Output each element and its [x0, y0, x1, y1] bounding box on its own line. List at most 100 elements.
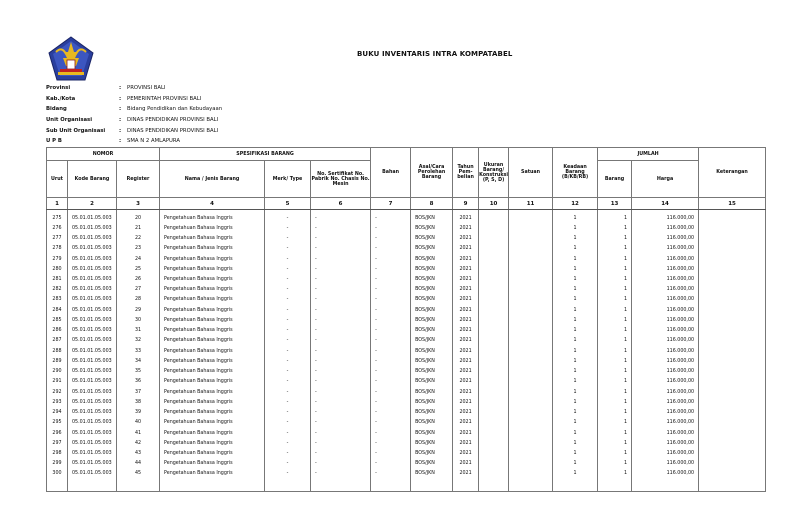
- cell-kode: 05.01.01.05.003: [67, 305, 117, 316]
- cell-ukuran: [478, 294, 510, 306]
- table-row: 294 05.01.01.05.003 39 Pengetahuan Bahasa I…: [46, 407, 767, 418]
- cell-keadaan: 1: [552, 397, 599, 408]
- cell-harga: 116.000,00: [631, 397, 700, 408]
- cell-tahun: 2021: [452, 325, 480, 336]
- cell-ukuran: [478, 223, 510, 234]
- cell-keadaan: 1: [552, 386, 599, 398]
- cell-sertifikat: -: [310, 397, 372, 408]
- cell-barang: 1: [597, 223, 633, 234]
- cell-register: 23: [115, 243, 161, 254]
- cell-barang: 1: [597, 294, 633, 306]
- empty-cell: [597, 479, 633, 493]
- cell-bahan: -: [370, 427, 412, 439]
- cell-satuan: [508, 458, 554, 469]
- table-row: 298 05.01.01.05.003 43 Pengetahuan Bahasa I…: [46, 448, 767, 459]
- cell-register: 37: [115, 386, 161, 398]
- cell-harga: 116.000,00: [631, 335, 700, 347]
- cell-sertifikat: -: [310, 274, 372, 285]
- cell-urut: 297: [46, 438, 68, 449]
- cell-tahun: 2021: [452, 376, 480, 387]
- cell-keadaan: 1: [552, 346, 599, 357]
- cell-bahan: -: [370, 458, 412, 469]
- cell-urut: 298: [46, 448, 68, 459]
- empty-cell: [159, 479, 266, 493]
- cell-harga: 116.000,00: [631, 376, 700, 387]
- cell-keterangan: [698, 264, 767, 275]
- cell-asal: BOS/JKN: [410, 233, 454, 244]
- table-row: 277 05.01.01.05.003 22 Pengetahuan Bahasa I…: [46, 233, 767, 244]
- cell-barang: 1: [597, 315, 633, 326]
- cell-ukuran: [478, 253, 510, 265]
- cell-barang: 1: [597, 243, 633, 254]
- cell-nama: Pengetahuan Bahasa Inggris: [159, 325, 266, 336]
- cell-register: 36: [115, 376, 161, 387]
- cell-barang: 1: [597, 356, 633, 367]
- cell-nama: Pengetahuan Bahasa Inggris: [159, 356, 266, 367]
- cell-harga: 116.000,00: [631, 386, 700, 398]
- header-kode: Kode Barang: [67, 160, 117, 198]
- cell-bahan: -: [370, 294, 412, 306]
- cell-register: 44: [115, 458, 161, 469]
- cell-sertifikat: -: [310, 233, 372, 244]
- column-number: 3: [115, 197, 161, 210]
- cell-keadaan: 1: [552, 356, 599, 367]
- table-row: 287 05.01.01.05.003 32 Pengetahuan Bahasa I…: [46, 335, 767, 347]
- cell-sertifikat: -: [310, 264, 372, 275]
- cell-asal: BOS/JKN: [410, 427, 454, 439]
- table-row: 281 05.01.01.05.003 26 Pengetahuan Bahasa I…: [46, 274, 767, 285]
- cell-register: 45: [115, 468, 161, 480]
- cell-kode: 05.01.01.05.003: [67, 243, 117, 254]
- cell-barang: 1: [597, 468, 633, 480]
- cell-keterangan: [698, 209, 767, 224]
- cell-nama: Pengetahuan Bahasa Inggris: [159, 458, 266, 469]
- cell-barang: 1: [597, 386, 633, 398]
- cell-asal: BOS/JKN: [410, 386, 454, 398]
- cell-keterangan: [698, 407, 767, 418]
- cell-nama: Pengetahuan Bahasa Inggris: [159, 209, 266, 224]
- cell-kode: 05.01.01.05.003: [67, 294, 117, 306]
- cell-satuan: [508, 356, 554, 367]
- cell-harga: 116.000,00: [631, 427, 700, 439]
- meta-row: Bidang: Bidang Pendidikan dan Kebudayaan: [46, 104, 222, 115]
- cell-register: 28: [115, 294, 161, 306]
- cell-kode: 05.01.01.05.003: [67, 366, 117, 377]
- cell-tahun: 2021: [452, 253, 480, 265]
- meta-label: Kab./Kota: [46, 95, 76, 102]
- cell-kode: 05.01.01.05.003: [67, 223, 117, 234]
- cell-harga: 116.000,00: [631, 233, 700, 244]
- cell-ukuran: [478, 458, 510, 469]
- cell-kode: 05.01.01.05.003: [67, 438, 117, 449]
- cell-barang: 1: [597, 264, 633, 275]
- meta-colon: :: [119, 117, 122, 124]
- empty-cell: [310, 479, 372, 493]
- cell-bahan: -: [370, 468, 412, 480]
- cell-keadaan: 1: [552, 264, 599, 275]
- meta-value: Bidang Pendidikan dan Kebudayaan: [127, 106, 223, 113]
- cell-ukuran: [478, 366, 510, 377]
- cell-urut: 300: [46, 468, 68, 480]
- cell-keadaan: 1: [552, 209, 599, 224]
- cell-tahun: 2021: [452, 407, 480, 418]
- cell-kode: 05.01.01.05.003: [67, 264, 117, 275]
- cell-urut: 288: [46, 346, 68, 357]
- cell-keterangan: [698, 417, 767, 428]
- cell-tahun: 2021: [452, 438, 480, 449]
- cell-satuan: [508, 264, 554, 275]
- cell-barang: 1: [597, 397, 633, 408]
- empty-cell: [410, 479, 454, 493]
- table-row: 275 05.01.01.05.003 20 Pengetahuan Bahasa I…: [46, 209, 767, 224]
- cell-merk: -: [264, 253, 312, 265]
- cell-sertifikat: -: [310, 407, 372, 418]
- inventory-table: NOMOR SPESIFIKASI BARANG Bahan Asal/Cara…: [45, 147, 767, 493]
- table-row: 293 05.01.01.05.003 38 Pengetahuan Bahasa I…: [46, 397, 767, 408]
- cell-satuan: [508, 376, 554, 387]
- header-urut: Urut: [46, 160, 68, 198]
- cell-register: 34: [115, 356, 161, 367]
- cell-sertifikat: -: [310, 294, 372, 306]
- cell-tahun: 2021: [452, 386, 480, 398]
- cell-register: 40: [115, 417, 161, 428]
- cell-kode: 05.01.01.05.003: [67, 233, 117, 244]
- cell-kode: 05.01.01.05.003: [67, 253, 117, 265]
- cell-harga: 116.000,00: [631, 305, 700, 316]
- cell-keterangan: [698, 243, 767, 254]
